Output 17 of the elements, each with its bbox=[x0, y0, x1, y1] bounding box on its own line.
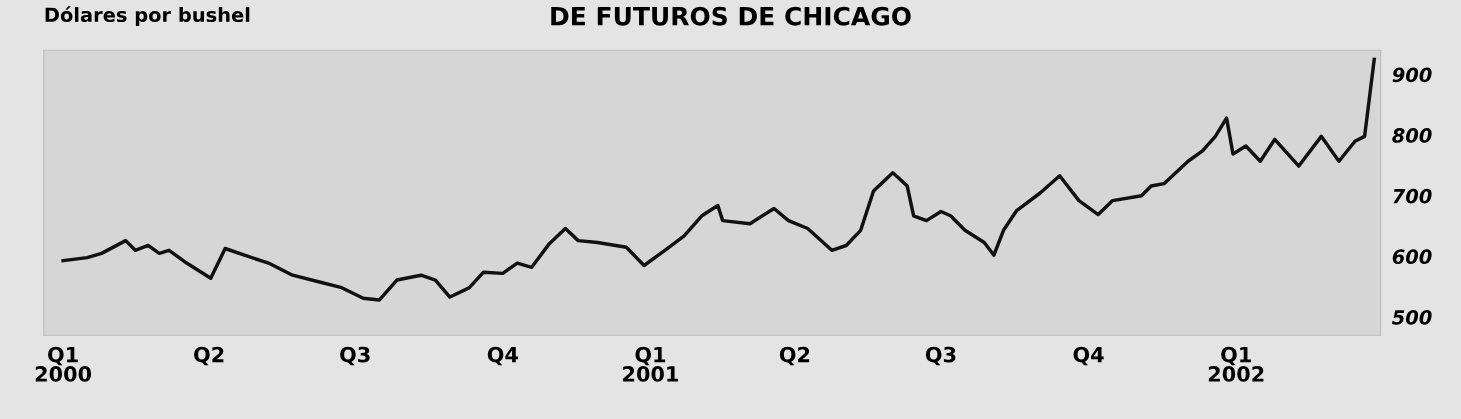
x-tick-label: Q2 bbox=[194, 346, 224, 366]
y-tick-label: 700 bbox=[1393, 188, 1432, 204]
y-tick-label: 900 bbox=[1392, 67, 1432, 83]
y-axis-title: Dólares por bushel bbox=[45, 6, 250, 26]
x-tick-label: Q3 bbox=[340, 346, 370, 366]
x-tick-label: Q1 2000 bbox=[35, 346, 92, 382]
y-tick-label: 600 bbox=[1392, 249, 1432, 265]
x-tick-label: Q1 2002 bbox=[1208, 346, 1264, 382]
x-tick-label: Q1 2001 bbox=[623, 346, 679, 382]
y-tick-label: 800 bbox=[1392, 128, 1432, 143]
y-tick-label: 500 bbox=[1392, 309, 1432, 325]
x-tick-label: Q4 bbox=[487, 346, 518, 366]
chart-title: DE FUTUROS DE CHICAGO bbox=[551, 6, 911, 26]
x-tick-label: Q4 bbox=[1073, 346, 1104, 366]
line-series bbox=[61, 57, 1376, 302]
x-tick-label: Q3 bbox=[925, 346, 956, 366]
x-tick-label: Q2 bbox=[779, 346, 810, 366]
